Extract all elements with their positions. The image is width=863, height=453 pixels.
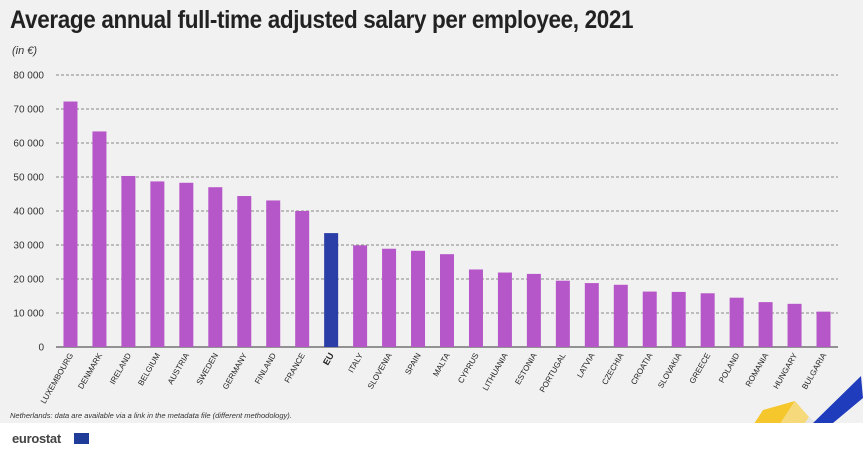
eu-flag-icon	[74, 433, 89, 444]
bar-germany	[237, 196, 252, 347]
x-tick-label: SWEDEN	[195, 351, 220, 386]
bar-greece	[700, 293, 715, 347]
bar-croatia	[642, 291, 657, 347]
y-tick-label: 60 000	[13, 139, 44, 150]
x-tick-label: MALTA	[431, 351, 452, 378]
x-tick-label: EU	[321, 351, 336, 367]
bar-malta	[440, 254, 454, 347]
bar-belgium	[150, 181, 165, 347]
y-tick-label: 80 000	[13, 71, 44, 82]
chart-title: Average annual full-time adjusted salary…	[10, 6, 634, 34]
x-tick-label: SLOVAKIA	[656, 351, 684, 390]
y-tick-label: 50 000	[13, 173, 44, 184]
x-tick-label: SLOVENIA	[366, 351, 394, 391]
y-tick-label: 30 000	[13, 241, 44, 252]
x-tick-label: FRANCE	[283, 352, 307, 385]
x-tick-label: BELGIUM	[136, 351, 162, 387]
bar-austria	[179, 182, 194, 347]
x-tick-label: LATVIA	[575, 351, 597, 379]
footer-bar: eurostat	[0, 423, 863, 453]
bar-eu	[324, 233, 339, 347]
x-tick-label: FINLAND	[253, 351, 278, 385]
bar-ireland	[121, 175, 136, 347]
bar-latvia	[584, 283, 599, 347]
x-tick-label: CYPRUS	[456, 352, 480, 385]
bar-portugal	[555, 280, 570, 347]
x-tick-label: IRELAND	[108, 351, 133, 386]
x-tick-label: DENMARK	[76, 351, 104, 391]
y-tick-label: 40 000	[13, 207, 44, 218]
bar-hungary	[787, 303, 802, 347]
bar-cyprus	[468, 269, 483, 347]
bar-estonia	[526, 273, 541, 347]
bar-slovakia	[671, 291, 686, 347]
eurostat-logo: eurostat	[12, 431, 61, 446]
bar-luxembourg	[63, 101, 78, 348]
footnote: Netherlands: data are available via a li…	[10, 411, 292, 420]
bar-czechia	[613, 284, 628, 347]
bar-lithuania	[497, 272, 512, 347]
x-tick-label: CZECHIA	[600, 351, 626, 386]
x-tick-label: GERMANY	[221, 351, 249, 391]
x-tick-label: LITHUANIA	[481, 351, 510, 392]
x-tick-label: CROATIA	[629, 351, 655, 386]
bar-romania	[758, 302, 773, 347]
x-tick-label: ESTONIA	[513, 351, 539, 386]
x-tick-label: PORTUGAL	[538, 351, 568, 394]
x-tick-label: GREECE	[688, 352, 713, 386]
x-tick-label: AUSTRIA	[166, 351, 191, 386]
bar-italy	[353, 245, 368, 347]
bar-poland	[729, 297, 744, 347]
y-tick-label: 20 000	[13, 275, 44, 286]
bar-chart: 0 10 000 20 000 30 000 40 000 50 000 60 000 70 …	[13, 71, 838, 406]
bar-france	[295, 211, 310, 347]
bar-bulgaria	[816, 311, 831, 347]
x-tick-label: LUXEMBOURG	[39, 352, 75, 406]
y-tick-label: 70 000	[13, 105, 44, 116]
bar-slovenia	[382, 248, 397, 347]
y-tick-label: 10 000	[13, 309, 44, 320]
bar-sweden	[208, 187, 223, 347]
bar-spain	[411, 250, 426, 347]
x-tick-label: SPAIN	[403, 351, 423, 376]
chart-subtitle: (in €)	[12, 45, 38, 57]
bar-denmark	[92, 131, 107, 347]
y-tick-label: 0	[38, 343, 44, 354]
x-tick-label: ITALY	[347, 351, 366, 374]
bar-finland	[266, 200, 281, 347]
